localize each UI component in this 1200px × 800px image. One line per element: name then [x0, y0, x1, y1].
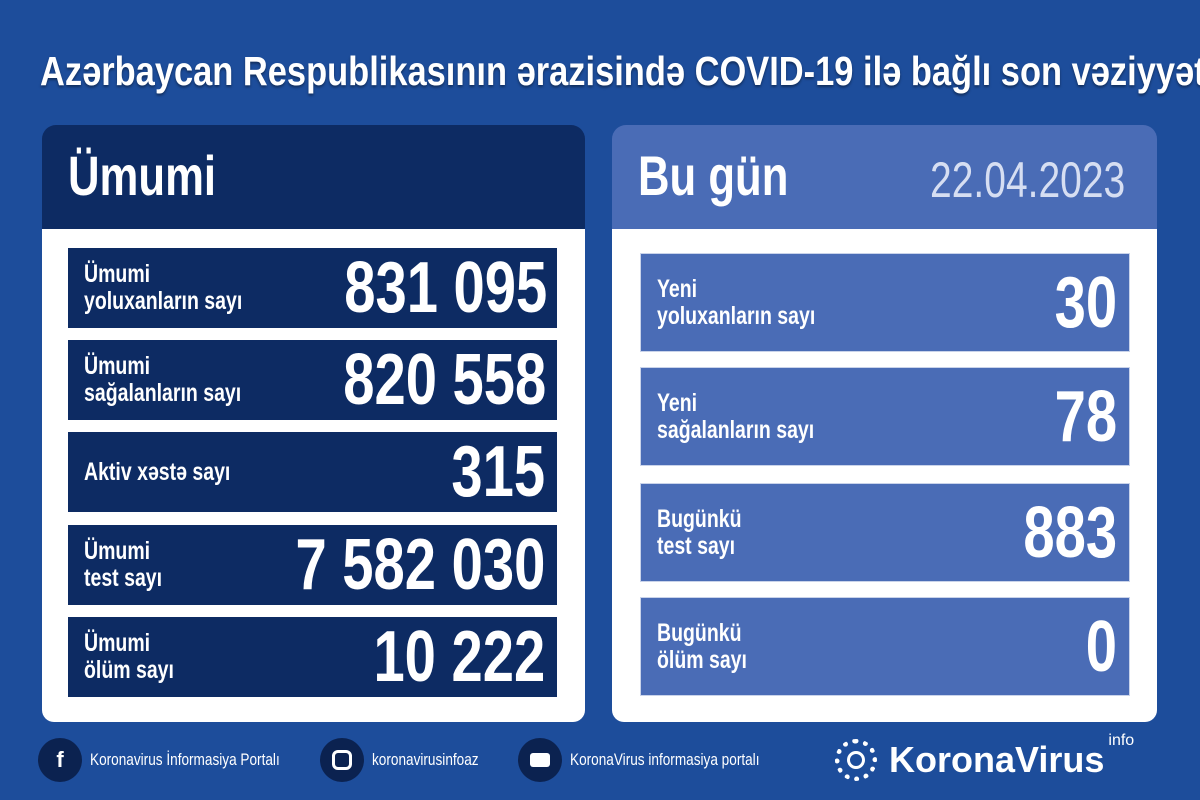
stat-value-box: 30 — [1037, 262, 1117, 344]
stat-label-line1: Ümumi — [84, 260, 151, 288]
stat-row: Bugünkü ölüm sayı 0 — [640, 597, 1130, 696]
date: 22.04.2023 — [929, 152, 1125, 208]
stat-label-line1: Yeni — [657, 388, 698, 417]
stat-value-box: 10 222 — [325, 616, 545, 698]
stat-label: Ümumi ölüm sayı — [84, 630, 199, 684]
left-heading: Ümumi — [68, 144, 217, 207]
stat-row: Yeni yoluxanların sayı 30 — [640, 253, 1130, 352]
stat-label-line1: Bugünkü — [657, 618, 742, 647]
stat-label-line2: test sayı — [657, 531, 736, 560]
stat-row: Ümumi yoluxanların sayı 831 095 — [68, 248, 557, 328]
stat-value: 883 — [1023, 492, 1117, 573]
stat-value: 820 558 — [342, 340, 546, 420]
stat-label: Aktiv xəstə sayı — [84, 457, 272, 486]
stat-label-line2: sağalanların sayı — [657, 415, 815, 444]
stat-value-box: 7 582 030 — [225, 524, 545, 606]
stat-label-line1: Ümumi — [84, 537, 151, 565]
sun-virus-icon — [835, 739, 877, 781]
stat-label: Yeni sağalanların sayı — [657, 388, 859, 444]
stat-value: 78 — [1054, 376, 1117, 457]
stat-label-line2: ölüm sayı — [84, 656, 174, 684]
stat-value: 831 095 — [344, 248, 548, 328]
stat-label-line1: Bugünkü — [657, 504, 742, 533]
stat-row: Aktiv xəstə sayı 315 — [68, 432, 557, 512]
stat-value-box: 820 558 — [286, 339, 546, 421]
stat-value: 30 — [1054, 262, 1117, 343]
stat-label: Yeni yoluxanların sayı — [657, 274, 860, 330]
right-heading: Bu gün — [638, 144, 789, 207]
right-panel-header: Bu gün 22.04.2023 — [612, 125, 1157, 229]
stat-row: Ümumi test sayı 7 582 030 — [68, 525, 557, 605]
stat-label-line1: Ümumi — [84, 352, 151, 380]
stat-value-box: 831 095 — [287, 247, 547, 329]
stat-label: Ümumi yoluxanların sayı — [84, 261, 287, 315]
stat-value-box: 0 — [1077, 606, 1117, 688]
stat-value: 7 582 030 — [295, 525, 545, 605]
stat-value-box: 883 — [997, 492, 1117, 574]
instagram-icon — [320, 738, 364, 782]
stat-label: Ümumi test sayı — [84, 538, 184, 592]
facebook-icon: f — [38, 738, 82, 782]
stat-label-line2: test sayı — [84, 564, 163, 592]
stat-value-box: 78 — [1037, 376, 1117, 458]
stat-value: 0 — [1085, 606, 1117, 687]
stat-row: Bugünkü test sayı 883 — [640, 483, 1130, 582]
stat-label-line1: Yeni — [657, 274, 698, 303]
instagram-link[interactable]: koronavirusinfoaz — [320, 738, 505, 782]
stat-value-box: 315 — [425, 431, 545, 513]
youtube-link[interactable]: KoronaVirus informasiya portalı — [518, 738, 807, 782]
stat-label-line1: Ümumi — [84, 629, 151, 657]
stat-label: Ümumi sağalanların sayı — [84, 353, 286, 407]
facebook-link[interactable]: f Koronavirus İnformasiya Portalı — [38, 738, 327, 782]
stat-label-line1: Aktiv xəstə sayı — [84, 457, 231, 486]
stat-label-line2: yoluxanların sayı — [657, 301, 816, 330]
page-title: Azərbaycan Respublikasının ərazisində CO… — [40, 48, 1200, 94]
stat-label-line2: yoluxanların sayı — [84, 287, 243, 315]
stat-label: Bugünkü test sayı — [657, 504, 765, 560]
koronavirus-logo: KoronaVirus info — [835, 732, 1134, 782]
stat-value: 315 — [451, 432, 545, 512]
stat-row: Yeni sağalanların sayı 78 — [640, 367, 1130, 466]
stat-row: Ümumi ölüm sayı 10 222 — [68, 617, 557, 697]
stat-value: 10 222 — [373, 617, 545, 697]
stat-row: Ümumi sağalanların sayı 820 558 — [68, 340, 557, 420]
youtube-icon — [518, 738, 562, 782]
left-panel-header: Ümumi — [42, 125, 585, 229]
stat-label: Bugünkü ölüm sayı — [657, 618, 772, 674]
stat-label-line2: sağalanların sayı — [84, 379, 242, 407]
stat-label-line2: ölüm sayı — [657, 645, 747, 674]
